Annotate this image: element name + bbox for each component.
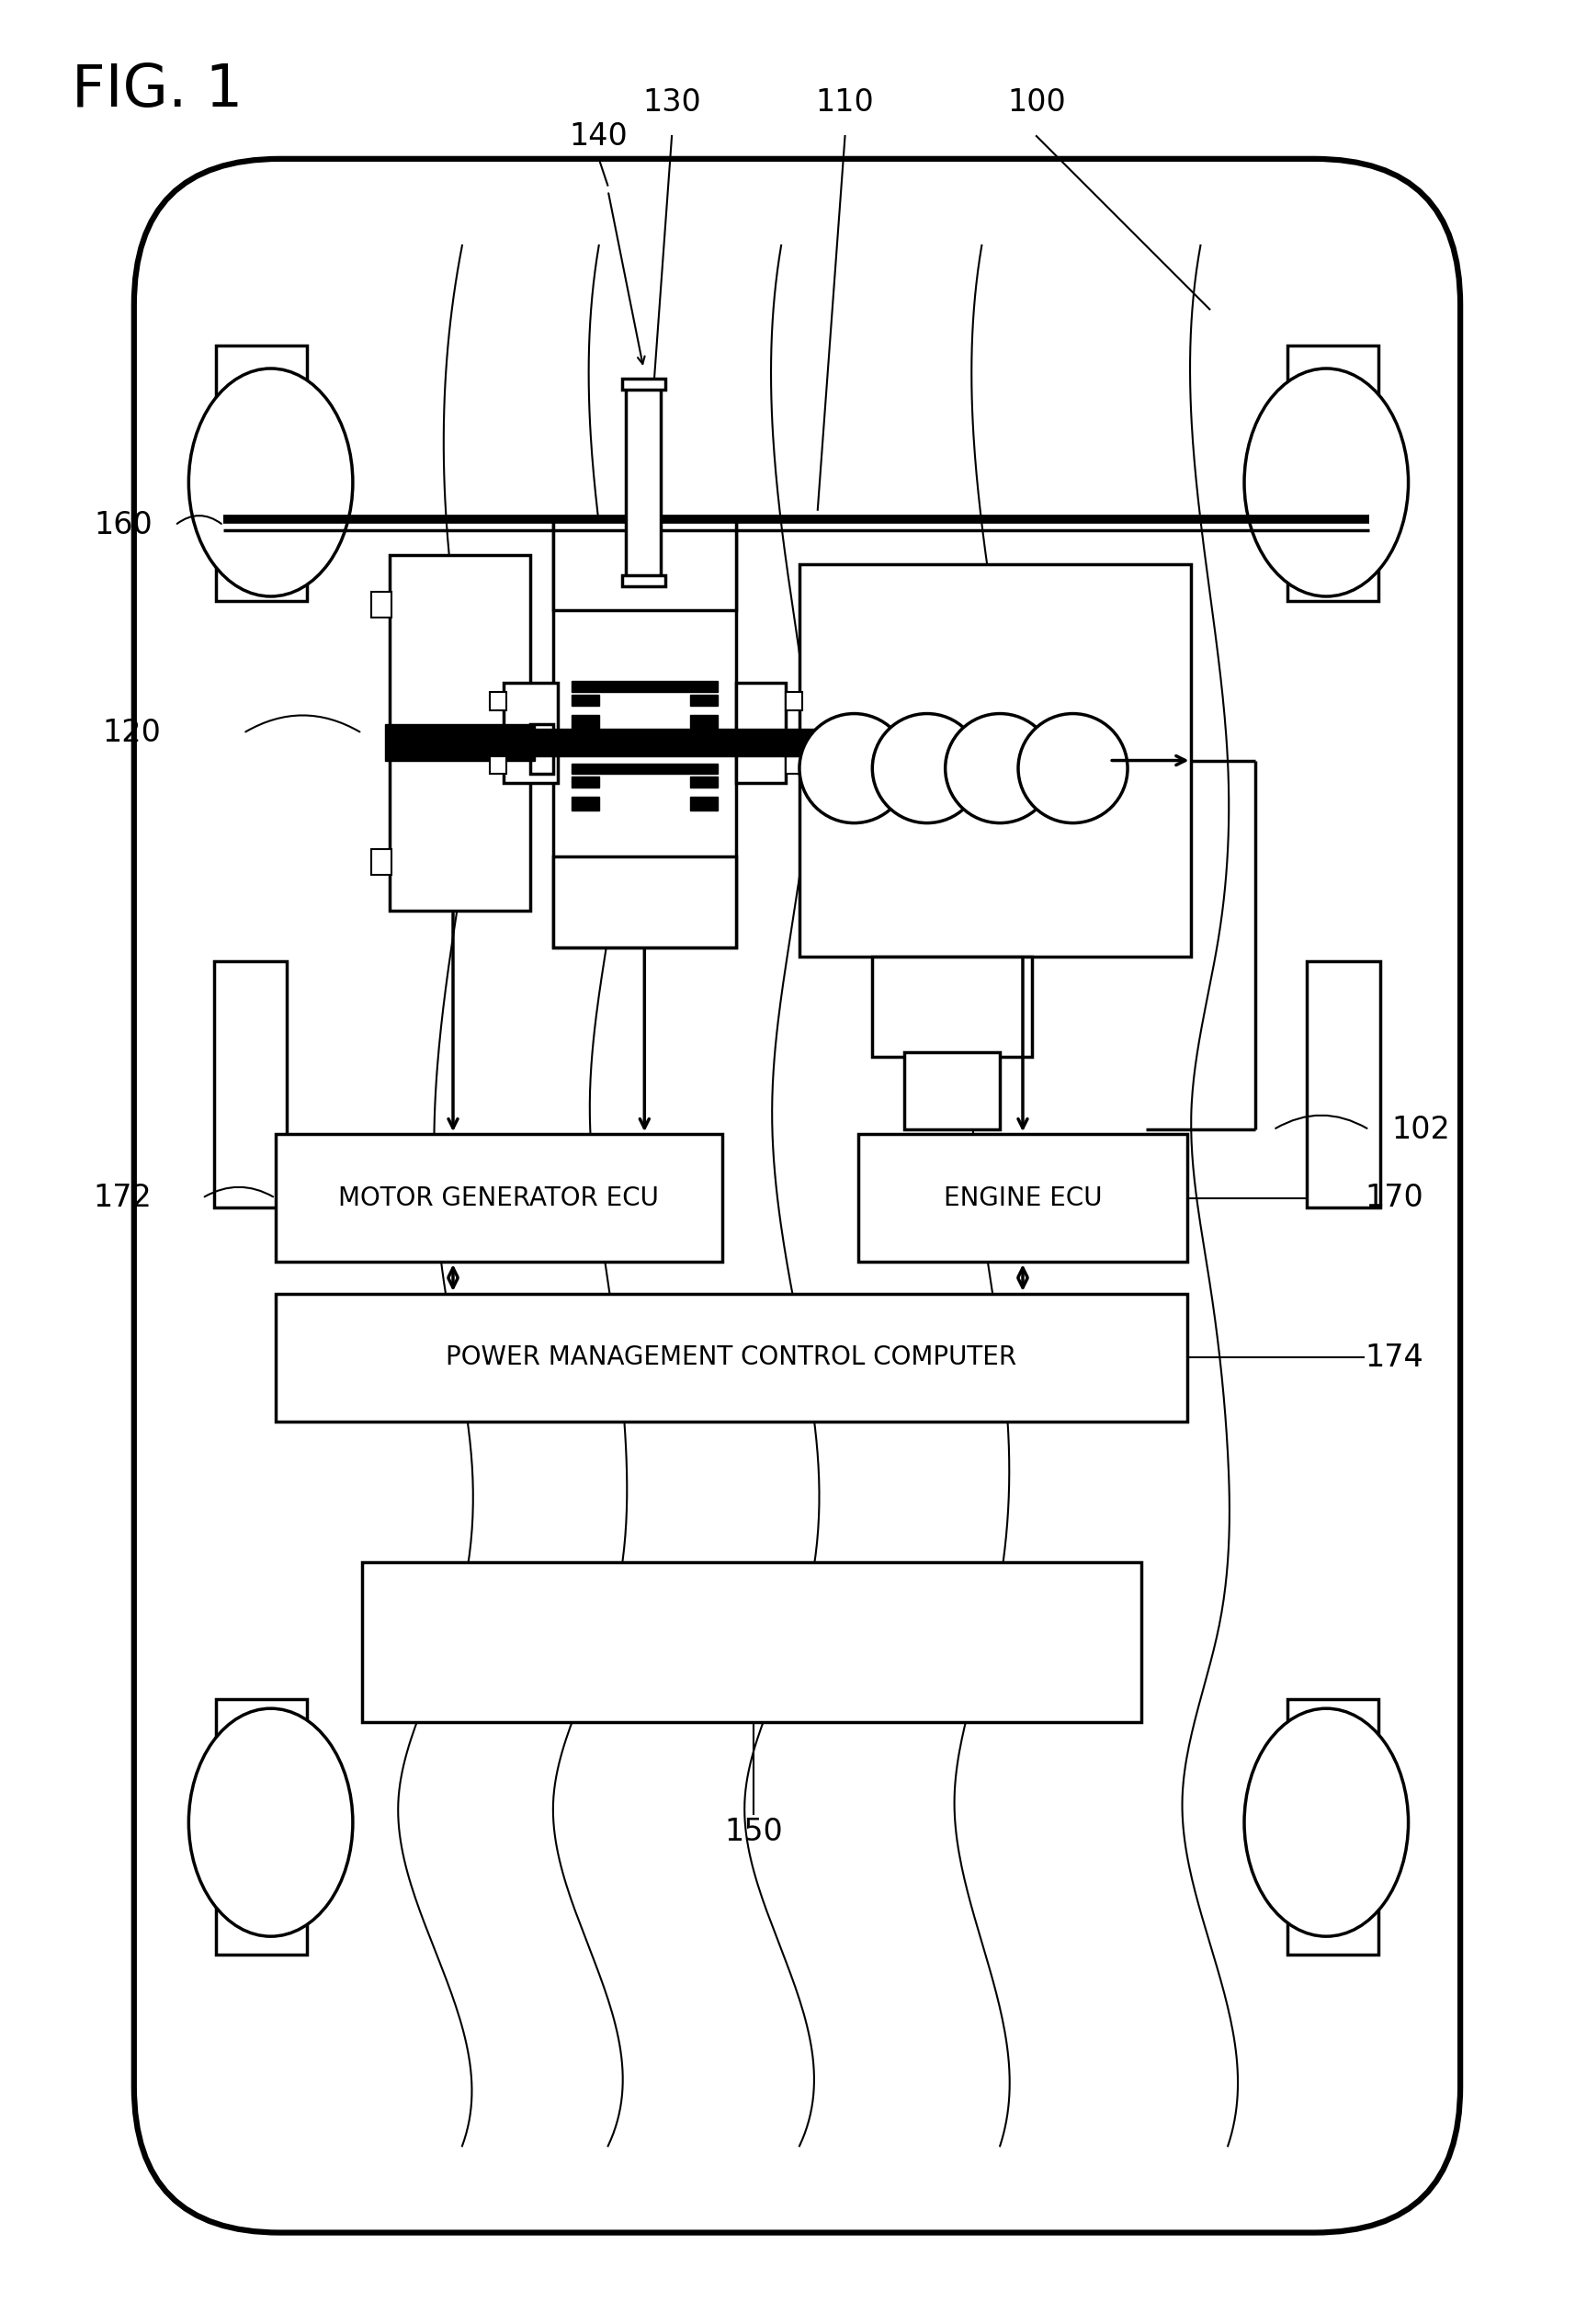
Bar (554, 518, 736, 948)
Text: 100: 100 (1008, 88, 1066, 119)
Circle shape (873, 713, 982, 823)
Bar (275, 1294, 1187, 1422)
Bar (371, 848, 390, 874)
Text: 172: 172 (94, 1183, 152, 1213)
Bar (275, 1134, 722, 1262)
Bar (1308, 962, 1381, 1206)
Bar (690, 695, 717, 706)
Bar (571, 681, 717, 693)
Bar (571, 695, 598, 706)
Bar (690, 776, 717, 788)
Bar (362, 1562, 1141, 1722)
Bar (503, 683, 559, 783)
Ellipse shape (189, 1708, 352, 1936)
Bar (371, 593, 390, 618)
Text: ENGINE ECU: ENGINE ECU (944, 1185, 1101, 1211)
Bar (571, 776, 598, 788)
Text: 130: 130 (643, 88, 701, 119)
Bar (873, 957, 1032, 1057)
Text: 102: 102 (1392, 1116, 1451, 1146)
Bar (622, 576, 665, 586)
Text: 160: 160 (94, 511, 152, 541)
Bar (859, 1134, 1187, 1262)
Bar (216, 1699, 308, 1954)
Circle shape (800, 713, 909, 823)
Text: 110: 110 (816, 88, 874, 119)
Ellipse shape (189, 370, 352, 597)
Text: FIG. 1: FIG. 1 (71, 63, 243, 119)
Bar (554, 855, 736, 948)
Circle shape (1019, 713, 1128, 823)
Bar (489, 755, 506, 774)
Bar (690, 716, 717, 727)
Text: 140: 140 (570, 121, 628, 151)
Bar (786, 755, 801, 774)
Text: 150: 150 (725, 1817, 782, 1848)
Bar (627, 381, 660, 583)
Bar (530, 725, 554, 774)
Bar (786, 693, 801, 711)
Bar (571, 762, 717, 774)
Text: 170: 170 (1365, 1183, 1424, 1213)
Text: POWER MANAGEMENT CONTROL COMPUTER: POWER MANAGEMENT CONTROL COMPUTER (446, 1346, 1016, 1371)
Bar (216, 346, 308, 602)
Bar (800, 565, 1192, 957)
Bar (1287, 1699, 1378, 1954)
Bar (1287, 346, 1378, 602)
FancyBboxPatch shape (133, 158, 1460, 2233)
Bar (489, 693, 506, 711)
Bar (384, 725, 535, 760)
Text: 120: 120 (103, 718, 162, 748)
Bar (622, 379, 665, 390)
Bar (214, 962, 287, 1206)
Text: 174: 174 (1365, 1343, 1424, 1373)
Text: MOTOR GENERATOR ECU: MOTOR GENERATOR ECU (338, 1185, 659, 1211)
Bar (554, 518, 736, 611)
Ellipse shape (1244, 370, 1408, 597)
Bar (389, 555, 530, 911)
Bar (571, 716, 598, 727)
Bar (525, 727, 932, 755)
Bar (905, 1053, 1000, 1129)
Circle shape (946, 713, 1055, 823)
Bar (571, 797, 598, 811)
Bar (736, 683, 786, 783)
Bar (690, 797, 717, 811)
Ellipse shape (1244, 1708, 1408, 1936)
